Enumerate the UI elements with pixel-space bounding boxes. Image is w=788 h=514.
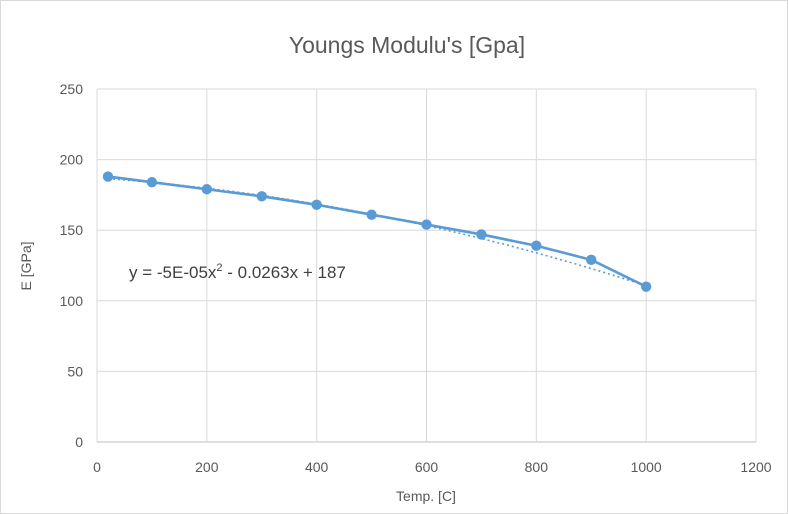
x-tick-label: 1200: [740, 459, 771, 475]
chart-title: Youngs Modulu's [Gpa]: [289, 32, 525, 58]
data-point: [366, 209, 377, 220]
x-tick-label: 1000: [631, 459, 662, 475]
data-point: [256, 191, 267, 202]
y-tick-label: 200: [60, 152, 84, 168]
trendline-equation: y = -5E-05x2 - 0.0263x + 187: [129, 262, 346, 282]
x-tick-label: 0: [93, 459, 101, 475]
data-point: [311, 199, 322, 210]
x-tick-label: 400: [305, 459, 329, 475]
y-tick-label: 250: [60, 81, 84, 97]
x-tick-label: 800: [525, 459, 549, 475]
grid-layer: [96, 88, 757, 443]
x-axis-label: Temp. [C]: [396, 488, 456, 504]
data-point: [102, 171, 114, 182]
data-point: [640, 281, 652, 292]
y-tick-label: 0: [75, 434, 83, 450]
y-tick-label: 50: [67, 363, 83, 379]
data-point: [531, 240, 542, 251]
data-point: [476, 229, 487, 240]
tick-layer: 0 50 100 150 200 250 0 200 400 600 800 1000 1200: [60, 81, 772, 475]
y-tick-label: 100: [60, 293, 84, 309]
data-point: [146, 176, 158, 188]
y-tick-label: 150: [60, 222, 84, 238]
series-layer: [102, 171, 652, 292]
data-point: [421, 219, 432, 230]
data-point: [201, 184, 213, 195]
x-tick-label: 200: [195, 459, 219, 475]
x-tick-label: 600: [415, 459, 439, 475]
y-axis-label: E [GPa]: [18, 241, 34, 290]
data-point: [586, 254, 597, 266]
